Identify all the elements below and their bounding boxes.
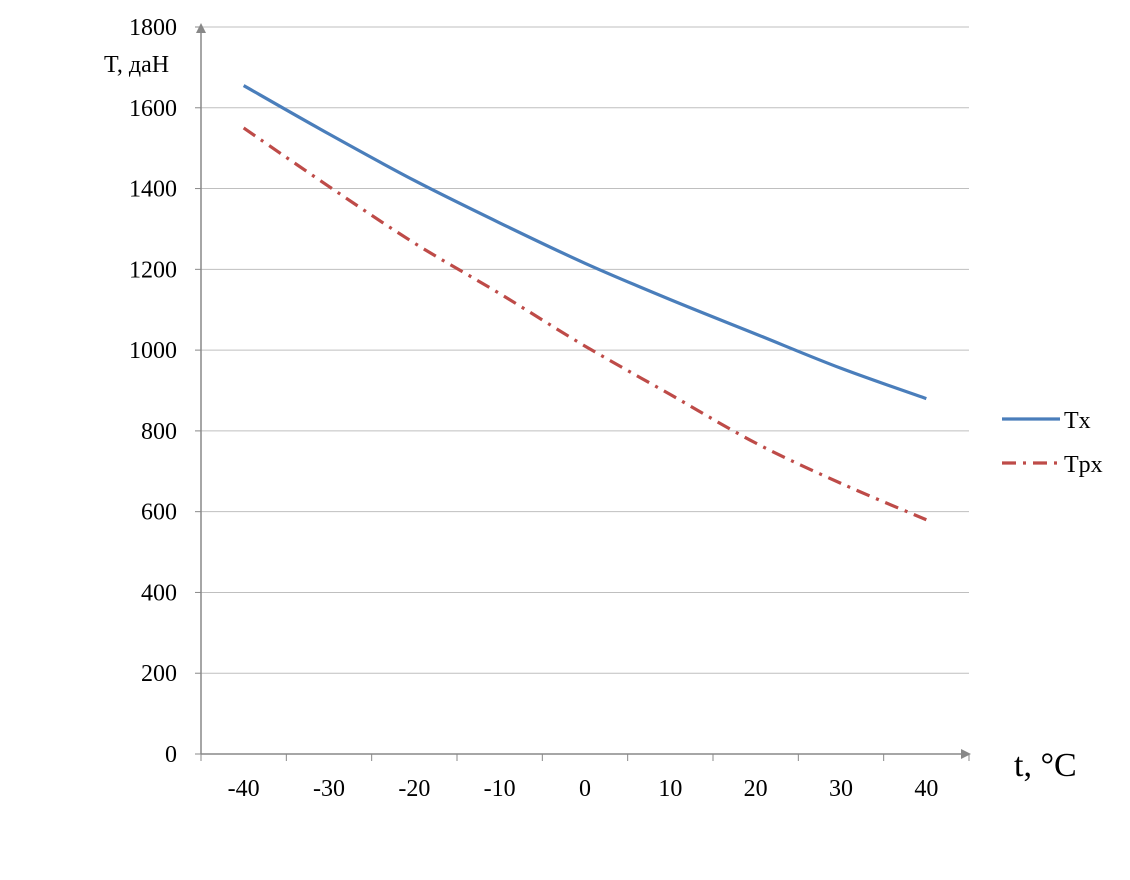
data-point-tx — [414, 180, 416, 182]
data-point-tpx — [840, 483, 842, 485]
x-tick-label: -10 — [484, 776, 516, 802]
x-tick-label: -20 — [398, 776, 430, 802]
data-point-tpx — [926, 519, 928, 521]
legend: Tx Tpx — [1002, 408, 1103, 478]
y-tick-label: 800 — [141, 419, 177, 445]
axes — [196, 23, 971, 759]
x-axis-ticks: -40 -30 -20 -10 0 10 20 30 40 — [200, 754, 970, 802]
series-line-tpx — [242, 126, 927, 522]
y-axis-title: T, даН — [104, 52, 169, 78]
data-point-tx — [840, 367, 842, 369]
y-axis-ticks: 0 200 400 600 800 1000 1200 1400 1600 1800 — [129, 15, 201, 768]
y-axis-arrow — [196, 23, 206, 33]
y-tick-label: 1200 — [129, 257, 177, 283]
x-tick-label: -40 — [228, 776, 260, 802]
data-point-tx — [499, 222, 501, 224]
data-point-tx — [755, 333, 757, 335]
x-tick-label: 40 — [914, 776, 938, 802]
y-tick-label: 400 — [141, 580, 177, 606]
y-tick-label: 1800 — [129, 15, 177, 41]
y-tick-label: 1600 — [129, 96, 177, 122]
data-point-tpx — [499, 293, 501, 295]
data-point-tx — [670, 299, 672, 301]
series-layer — [242, 84, 928, 522]
data-point-tpx — [328, 186, 330, 188]
data-point-tpx — [243, 127, 245, 129]
data-point-tx — [328, 133, 330, 135]
x-tick-label: 20 — [744, 776, 768, 802]
data-point-tx — [243, 85, 245, 87]
data-point-tx — [926, 398, 928, 400]
y-tick-label: 600 — [141, 500, 177, 526]
legend-label-tx: Tx — [1064, 408, 1091, 434]
y-tick-label: 200 — [141, 661, 177, 687]
data-point-tpx — [755, 442, 757, 444]
x-axis-title: t, °C — [1014, 747, 1077, 784]
x-tick-label: -30 — [313, 776, 345, 802]
y-tick-label: 1000 — [129, 338, 177, 364]
grid — [201, 26, 969, 674]
x-tick-label: 0 — [579, 776, 591, 802]
x-tick-label: 30 — [829, 776, 853, 802]
data-point-tpx — [670, 394, 672, 396]
y-tick-label: 1400 — [129, 177, 177, 203]
series-line-tx — [242, 84, 927, 401]
data-point-tx — [584, 262, 586, 264]
data-point-tpx — [414, 242, 416, 244]
y-tick-label: 0 — [165, 742, 177, 768]
legend-label-tpx: Tpx — [1064, 452, 1103, 478]
x-axis-arrow — [961, 749, 971, 759]
data-point-tpx — [584, 345, 586, 347]
x-tick-label: 10 — [658, 776, 682, 802]
